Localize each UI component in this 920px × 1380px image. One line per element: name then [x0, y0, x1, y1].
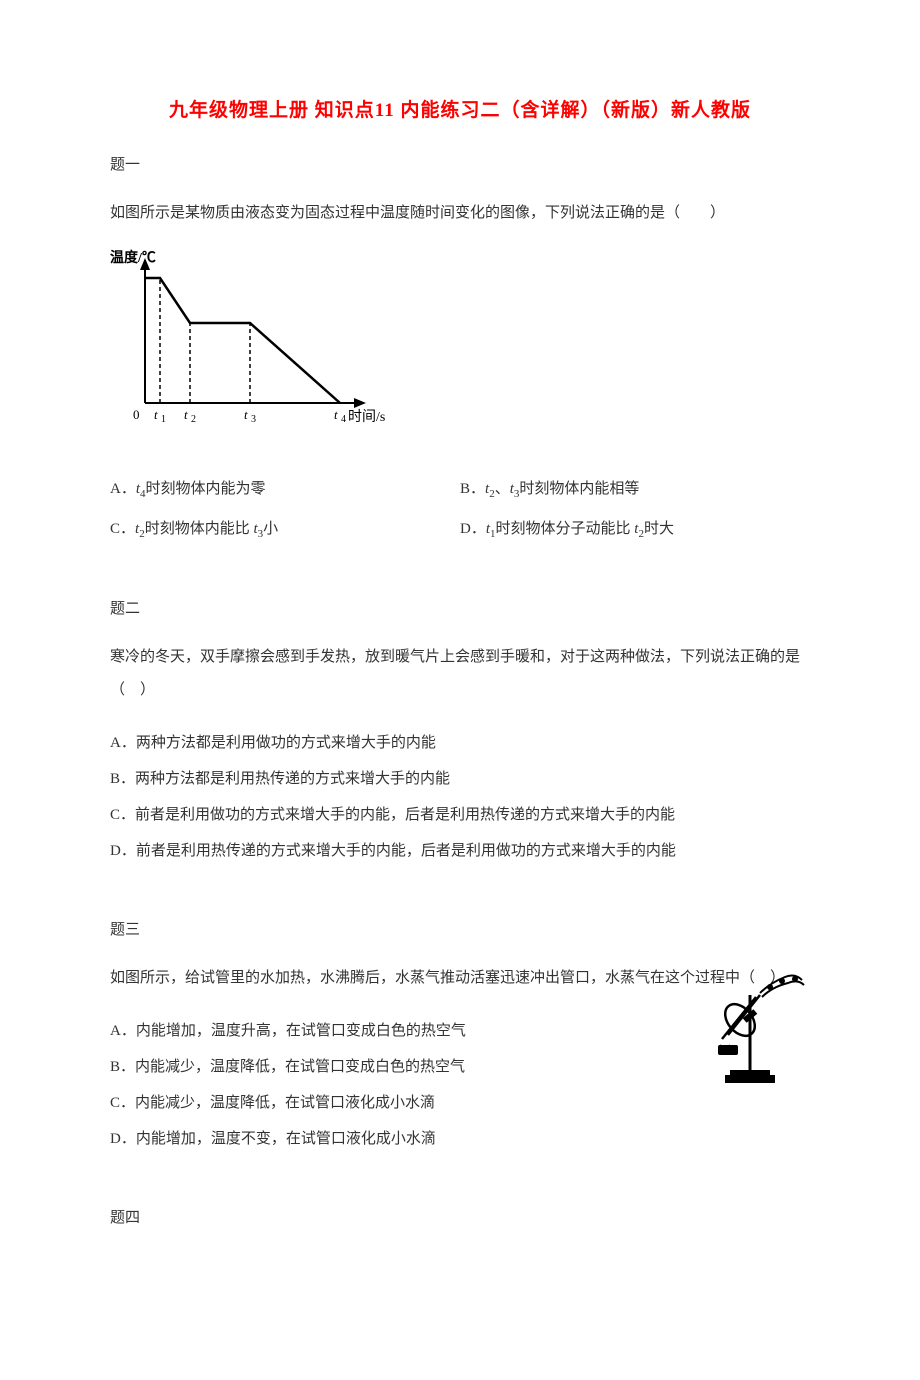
svg-text:4: 4 — [341, 414, 346, 425]
q3-label: 题三 — [110, 917, 810, 944]
svg-text:t: t — [154, 407, 158, 422]
q2-option-a: A．两种方法都是利用做功的方式来增大手的内能 — [110, 725, 810, 761]
question-4: 题四 — [110, 1205, 810, 1232]
test-tube-apparatus-icon — [670, 965, 810, 1085]
q3-apparatus-image — [670, 965, 810, 1085]
q3-option-d: D．内能增加，温度不变，在试管口液化成小水滴 — [110, 1121, 810, 1157]
question-1: 题一 如图所示是某物质由液态变为固态过程中温度随时间变化的图像，下列说法正确的是… — [110, 152, 810, 548]
q1-option-c: C．t2时刻物体内能比 t3小 — [110, 511, 460, 547]
page-title: 九年级物理上册 知识点11 内能练习二（含详解）（新版）新人教版 — [110, 95, 810, 122]
question-3: 题三 如图所示，给试管里的水加热，水沸腾后，水蒸气推动活塞迅速冲出管口，水蒸气在… — [110, 917, 810, 1157]
question-2: 题二 寒冷的冬天，双手摩擦会感到手发热，放到暖气片上会感到手暖和，对于这两种做法… — [110, 596, 810, 869]
q2-label: 题二 — [110, 596, 810, 623]
svg-text:时间/s: 时间/s — [348, 409, 385, 425]
svg-text:温度/℃: 温度/℃ — [110, 249, 156, 266]
q2-text: 寒冷的冬天，双手摩擦会感到手发热，放到暖气片上会感到手暖和，对于这两种做法，下列… — [110, 641, 810, 707]
q1-option-b: B．t2、t3时刻物体内能相等 — [460, 471, 810, 507]
svg-text:3: 3 — [251, 414, 256, 425]
q1-options-row1: A．t4时刻物体内能为零 B．t2、t3时刻物体内能相等 — [110, 471, 810, 507]
svg-text:0: 0 — [133, 407, 140, 422]
svg-text:2: 2 — [191, 414, 196, 425]
svg-text:1: 1 — [161, 414, 166, 425]
q1-options-row2: C．t2时刻物体内能比 t3小 D．t1时刻物体分子动能比 t2时大 — [110, 511, 810, 547]
q3-option-c: C．内能减少，温度降低，在试管口液化成小水滴 — [110, 1085, 810, 1121]
svg-text:t: t — [334, 407, 338, 422]
q1-graph: 温度/℃时间/s0t1t2t3t4 — [110, 248, 810, 453]
q2-option-b: B．两种方法都是利用热传递的方式来增大手的内能 — [110, 761, 810, 797]
q2-option-d: D．前者是利用热传递的方式来增大手的内能，后者是利用做功的方式来增大手的内能 — [110, 833, 810, 869]
q4-label: 题四 — [110, 1205, 810, 1232]
svg-text:t: t — [244, 407, 248, 422]
temperature-time-graph: 温度/℃时间/s0t1t2t3t4 — [110, 248, 390, 448]
q2-option-c: C．前者是利用做功的方式来增大手的内能，后者是利用热传递的方式来增大手的内能 — [110, 797, 810, 833]
q1-option-a: A．t4时刻物体内能为零 — [110, 471, 460, 507]
q1-label: 题一 — [110, 152, 810, 179]
q1-option-d: D．t1时刻物体分子动能比 t2时大 — [460, 511, 810, 547]
q1-text: 如图所示是某物质由液态变为固态过程中温度随时间变化的图像，下列说法正确的是（ ） — [110, 197, 810, 230]
svg-text:t: t — [184, 407, 188, 422]
